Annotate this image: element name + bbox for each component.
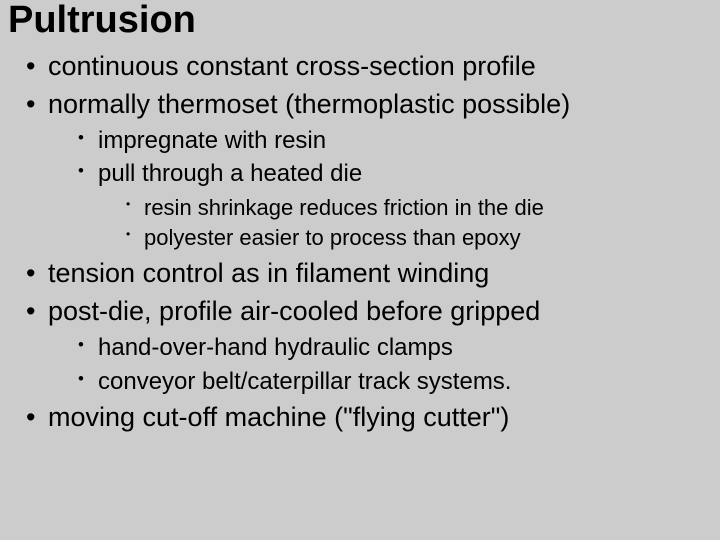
bullet-text: hand-over-hand hydraulic clamps (98, 334, 453, 361)
bullet-text: impregnate with resin (98, 127, 326, 154)
bullet-l3: polyester easier to process than epoxy (126, 224, 712, 253)
bullet-l1: tension control as in filament winding (26, 257, 712, 291)
bullet-l1: normally thermoset (thermoplastic possib… (26, 88, 712, 253)
bullet-list-l2: impregnate with resin pull through a hea… (48, 125, 712, 253)
bullet-text: post-die, profile air-cooled before grip… (48, 296, 540, 326)
bullet-text: resin shrinkage reduces friction in the … (144, 195, 544, 220)
bullet-list-l3: resin shrinkage reduces friction in the … (98, 194, 712, 253)
bullet-l1: continuous constant cross-section profil… (26, 50, 712, 84)
bullet-list-l2: hand-over-hand hydraulic clamps conveyor… (48, 332, 712, 396)
slide-title: Pultrusion (8, 0, 712, 42)
bullet-l2: conveyor belt/caterpillar track systems. (78, 366, 712, 397)
bullet-l3: resin shrinkage reduces friction in the … (126, 194, 712, 223)
bullet-text: polyester easier to process than epoxy (144, 225, 521, 250)
bullet-text: conveyor belt/caterpillar track systems. (98, 368, 511, 395)
bullet-text: moving cut-off machine ("flying cutter") (48, 402, 509, 432)
slide: Pultrusion continuous constant cross-sec… (0, 0, 720, 540)
bullet-l2: hand-over-hand hydraulic clamps (78, 332, 712, 363)
bullet-text: tension control as in filament winding (48, 258, 489, 288)
bullet-l1: moving cut-off machine ("flying cutter") (26, 401, 712, 435)
bullet-l1: post-die, profile air-cooled before grip… (26, 295, 712, 397)
bullet-list-l1: continuous constant cross-section profil… (8, 50, 712, 435)
bullet-l2: impregnate with resin (78, 125, 712, 156)
bullet-text: pull through a heated die (98, 160, 362, 187)
bullet-text: continuous constant cross-section profil… (48, 51, 536, 81)
bullet-text: normally thermoset (thermoplastic possib… (48, 89, 570, 119)
bullet-l2: pull through a heated die resin shrinkag… (78, 158, 712, 252)
